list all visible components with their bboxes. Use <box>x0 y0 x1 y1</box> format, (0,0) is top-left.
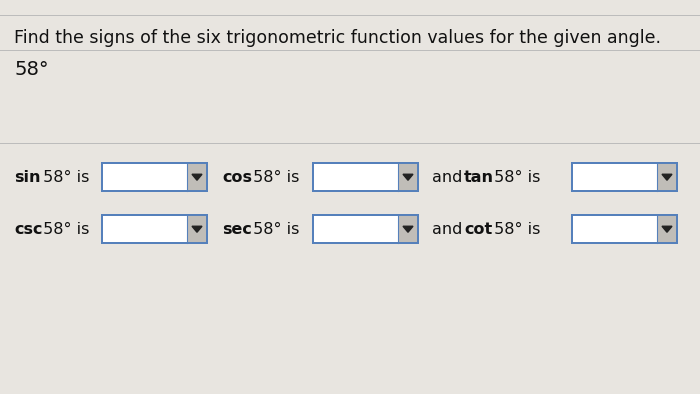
FancyBboxPatch shape <box>102 215 207 243</box>
FancyBboxPatch shape <box>102 163 207 191</box>
Bar <box>657 215 677 243</box>
Text: 58° is: 58° is <box>38 169 90 184</box>
Text: and: and <box>432 221 468 236</box>
FancyBboxPatch shape <box>313 163 418 191</box>
Text: sin: sin <box>14 169 41 184</box>
Text: sec: sec <box>222 221 252 236</box>
Text: 58° is: 58° is <box>248 221 300 236</box>
Text: csc: csc <box>14 221 43 236</box>
Polygon shape <box>192 226 202 232</box>
Text: cos: cos <box>222 169 252 184</box>
Bar <box>398 163 418 191</box>
Bar <box>398 215 418 243</box>
Text: 58° is: 58° is <box>489 221 540 236</box>
Text: 58° is: 58° is <box>38 221 90 236</box>
Polygon shape <box>403 226 413 232</box>
Text: and: and <box>432 169 468 184</box>
Bar <box>187 163 207 191</box>
Polygon shape <box>403 174 413 180</box>
Text: cot: cot <box>464 221 492 236</box>
FancyBboxPatch shape <box>313 215 418 243</box>
Polygon shape <box>662 226 672 232</box>
Bar <box>657 163 677 191</box>
FancyBboxPatch shape <box>572 163 677 191</box>
Text: Find the signs of the six trigonometric function values for the given angle.: Find the signs of the six trigonometric … <box>14 29 661 47</box>
Text: 58° is: 58° is <box>248 169 300 184</box>
Polygon shape <box>192 174 202 180</box>
Polygon shape <box>662 174 672 180</box>
Text: 58°: 58° <box>14 60 48 79</box>
Text: 58° is: 58° is <box>489 169 540 184</box>
FancyBboxPatch shape <box>572 215 677 243</box>
Text: tan: tan <box>464 169 494 184</box>
Bar <box>187 215 207 243</box>
